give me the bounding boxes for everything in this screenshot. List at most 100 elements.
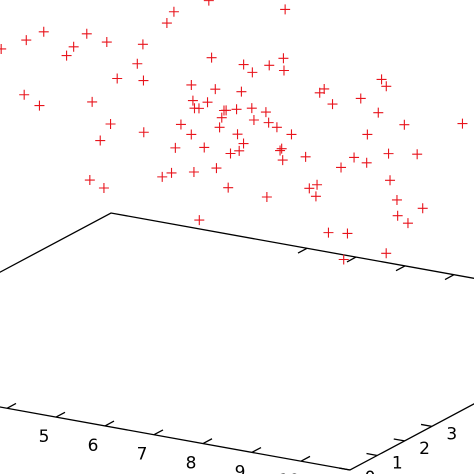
point [137,39,148,50]
point [355,93,366,104]
point [98,182,109,193]
point [271,122,282,133]
point [236,86,247,97]
y-tick [339,467,351,471]
y-tick [366,452,378,457]
x-tick [202,438,213,445]
point [216,112,227,123]
point [312,179,323,190]
point [260,107,271,118]
point [186,129,197,140]
point [84,175,95,186]
point [225,148,236,159]
x-tick-mirror [297,247,308,254]
point [338,254,349,265]
point [34,100,45,111]
point [21,35,32,46]
point [362,129,373,140]
point [186,79,197,90]
point [199,142,210,153]
point [278,53,289,64]
point [263,117,274,128]
point [68,41,79,52]
x-tick [153,429,164,436]
y-tick [393,438,405,442]
point [412,149,423,160]
point [81,28,92,39]
point [238,59,249,70]
x-tick-mirror [444,274,455,281]
point [304,183,315,194]
x-tick-label: 7 [137,445,148,465]
point [189,103,200,114]
y-tick-label: 3 [446,424,457,444]
point [300,151,311,162]
point [376,74,387,85]
point [87,96,98,107]
point [261,192,272,203]
point [310,191,321,202]
point [278,65,289,76]
y-tick [420,423,432,428]
y-tick-label: 2 [419,439,430,459]
x-tick-label: 8 [186,454,197,474]
point [383,148,394,159]
point [349,152,360,163]
x-tick [104,420,115,427]
x-tick [251,446,262,453]
point [157,171,168,182]
point [381,248,392,259]
x-tick [300,455,311,462]
point [277,155,288,166]
point [175,119,186,130]
points [0,0,468,265]
point [246,103,257,114]
point [248,114,259,125]
point [402,218,413,229]
point [138,75,149,86]
point [399,119,410,130]
x-tick-label: 9 [235,462,246,474]
point [0,43,7,54]
point [188,166,199,177]
point [231,104,242,115]
point [275,145,286,156]
point [373,107,384,118]
point [238,138,249,149]
point [327,99,338,110]
point [342,228,353,239]
point [101,37,112,48]
point [95,135,106,146]
point [138,127,149,138]
point [170,142,181,153]
point [168,6,179,17]
point [161,18,172,29]
point [314,87,325,98]
x-tick-mirror [346,256,357,263]
point [392,210,403,221]
point [166,167,177,178]
point [286,129,297,140]
point [232,129,243,140]
point [264,60,275,71]
point [391,194,402,205]
point [214,122,225,133]
point [105,119,116,129]
base-plane [0,212,474,471]
point [211,163,222,174]
point [336,162,347,173]
point [194,215,205,226]
point [206,52,217,63]
point [247,67,258,78]
point [38,26,49,37]
x-tick-label: 5 [39,427,50,447]
point [280,4,291,15]
point [385,175,396,186]
x-tick-label: 10 [278,471,300,474]
point [112,73,123,84]
y-tick-label: 1 [392,453,403,473]
point [361,157,372,168]
point [457,118,468,129]
